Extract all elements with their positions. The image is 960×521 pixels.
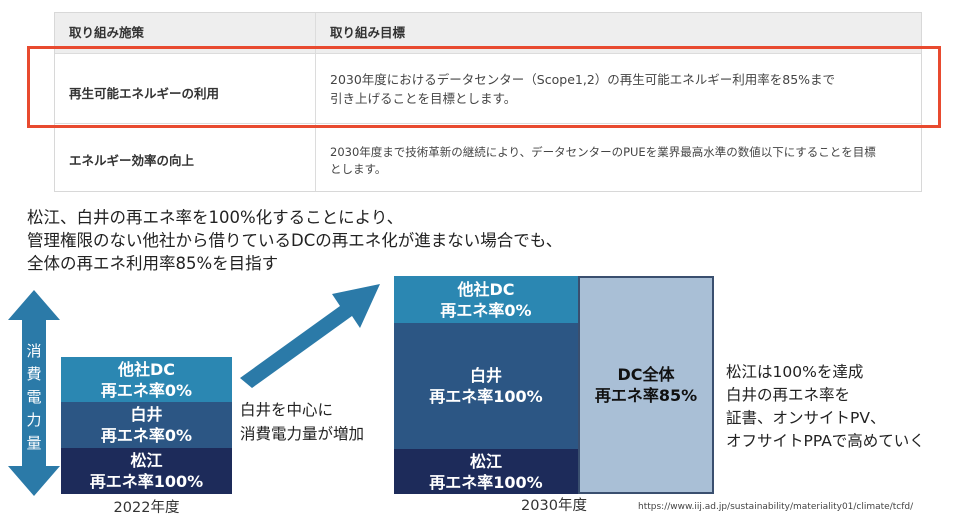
headline-line2: 管理権限のない他社から借りているDCの再エネ化が進まない場合でも、 (27, 231, 563, 250)
source-url: https://www.iij.ad.jp/sustainability/mat… (638, 502, 914, 512)
column-divider (315, 13, 316, 191)
power-consumption-label: 消 費 電 力 量 (20, 340, 48, 455)
headline-line3: 全体の再エネ利用率85%を目指す (27, 254, 279, 273)
row1-goal-line1: 2030年度におけるデータセンター（Scope1,2）の再生可能エネルギー利用率… (330, 72, 836, 87)
matsue-note-line4: オフサイトPPAで高めていく (726, 432, 925, 450)
bar2030-matsue: 松江 再エネ率100% (394, 449, 578, 494)
segment-rate: 再エネ率0% (440, 300, 532, 320)
axis-char: 費 (26, 365, 42, 383)
row2-measure: エネルギー効率の向上 (69, 153, 195, 168)
axis-char: 電 (26, 388, 42, 406)
year-2030-label: 2030年度 (521, 498, 587, 514)
bar2030-shiroi: 白井 再エネ率100% (394, 323, 578, 449)
segment-rate: 再エネ率85% (594, 386, 698, 405)
highlight-box (27, 46, 941, 128)
segment-rate: 再エネ率0% (100, 426, 193, 445)
bar2030-other-dc: 他社DC 再エネ率0% (394, 276, 578, 323)
matsue-note-line3: 証書、オンサイトPV、 (726, 409, 886, 427)
segment-rate: 再エネ率100% (89, 472, 204, 491)
increase-note-line1: 白井を中心に (240, 401, 334, 419)
row2-goal-line1: 2030年度まで技術革新の継続により、データセンターのPUEを業界最高水準の数値… (330, 145, 876, 159)
segment-title: 他社DC (457, 279, 515, 299)
row2-goal: 2030年度まで技術革新の継続により、データセンターのPUEを業界最高水準の数値… (330, 144, 876, 178)
bar2022-other-dc: 他社DC 再エネ率0% (61, 357, 232, 402)
header-measure: 取り組み施策 (69, 25, 145, 40)
header-goal: 取り組み目標 (330, 25, 406, 40)
axis-char: 量 (26, 434, 42, 452)
segment-title: 松江 (130, 451, 163, 470)
segment-title: 他社DC (117, 359, 176, 379)
row1-goal: 2030年度におけるデータセンター（Scope1,2）の再生可能エネルギー利用率… (330, 70, 835, 108)
increase-note: 白井を中心に 消費電力量が増加 (240, 398, 364, 446)
row1-goal-line2: 引き上げることを目標とします。 (330, 91, 517, 106)
row-divider (55, 123, 921, 124)
increase-note-line2: 消費電力量が増加 (240, 425, 365, 443)
axis-char: 消 (26, 342, 42, 360)
segment-title: 白井 (469, 366, 502, 385)
headline-line1: 松江、白井の再エネ率を100%化することにより、 (27, 208, 404, 227)
segment-rate: 再エネ率100% (429, 472, 543, 492)
segment-rate: 再エネ率100% (429, 387, 543, 406)
segment-title: 白井 (130, 405, 163, 424)
matsue-note-line1: 松江は100%を達成 (726, 363, 864, 381)
bar2022-shiroi: 白井 再エネ率0% (61, 402, 232, 448)
bar2030-total: DC全体 再エネ率85% (578, 276, 714, 494)
matsue-note-line2: 白井の再エネ率を (726, 386, 851, 404)
segment-rate: 再エネ率0% (100, 380, 193, 400)
headline: 松江、白井の再エネ率を100%化することにより、 管理権限のない他社から借りてい… (27, 206, 562, 275)
row2-goal-line2: とします。 (330, 162, 387, 176)
increase-arrow-icon (240, 284, 380, 388)
segment-title: 松江 (469, 451, 502, 471)
power-consumption-arrow-icon (8, 290, 60, 496)
axis-char: 力 (26, 411, 42, 429)
year-2022-label: 2022年度 (113, 500, 180, 516)
matsue-note: 松江は100%を達成 白井の再エネ率を 証書、オンサイトPV、 オフサイトPPA… (726, 361, 925, 453)
segment-title: DC全体 (617, 365, 675, 384)
row1-measure: 再生可能エネルギーの利用 (69, 86, 220, 101)
bar2022-matsue: 松江 再エネ率100% (61, 448, 232, 494)
